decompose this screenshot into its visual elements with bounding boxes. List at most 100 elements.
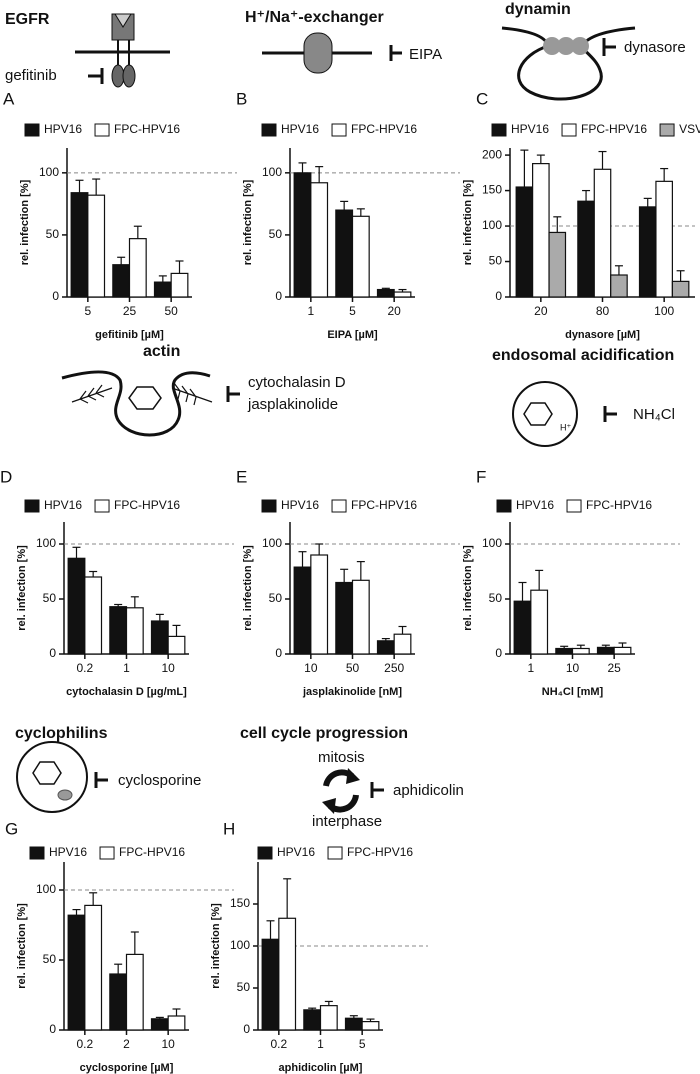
chart-panel: H HPV16 FPC-HPV16 0 50 100 150 rel. infection [… — [210, 819, 428, 1074]
dynamin-unit — [543, 37, 561, 55]
y-tick-label: 150 — [482, 183, 502, 197]
legend-swatch — [327, 846, 343, 860]
x-tick-label: 20 — [534, 304, 548, 318]
bar — [87, 194, 106, 298]
x-tick-label: 1 — [317, 1037, 324, 1051]
legend-label: HPV16 — [49, 845, 87, 859]
x-tick-label: 10 — [566, 661, 580, 675]
legend-swatch — [261, 499, 277, 513]
y-tick-label: 100 — [36, 882, 56, 896]
legend-swatch — [24, 123, 40, 137]
x-axis-label: cytochalasin D [µg/mL] — [66, 686, 187, 698]
legend-swatch — [257, 846, 273, 860]
bar — [548, 231, 567, 298]
inhibition-symbol — [88, 68, 104, 84]
kinase — [122, 64, 136, 88]
dynamin-diagram: dynamin dynasore — [501, 1, 686, 101]
bar — [84, 904, 103, 1031]
panel-label: C — [476, 89, 488, 108]
y-tick-label: 50 — [46, 227, 60, 241]
bar — [310, 182, 329, 298]
y-axis-label: rel. infection [%] — [462, 179, 474, 265]
y-tick-label: 50 — [489, 591, 503, 605]
legend-label: FPC-HPV16 — [119, 845, 185, 859]
legend-swatch — [99, 846, 115, 860]
legend-label: FPC-HPV16 — [347, 845, 413, 859]
inhibitor: aphidicolin — [393, 782, 464, 799]
bar — [150, 620, 169, 655]
y-tick-label: 0 — [49, 646, 56, 660]
x-tick-label: 5 — [84, 304, 91, 318]
legend-swatch — [659, 123, 675, 137]
x-tick-label: 20 — [387, 304, 401, 318]
bar — [532, 163, 550, 298]
y-tick-label: 100 — [482, 536, 502, 550]
x-axis-label: EIPA [µM] — [327, 329, 378, 341]
bar — [610, 274, 628, 298]
x-tick-label: 2 — [123, 1037, 130, 1051]
bar — [125, 953, 144, 1031]
bar — [170, 272, 189, 298]
bar — [596, 646, 615, 655]
actin-filament — [71, 384, 113, 404]
y-tick-label: 0 — [495, 289, 502, 303]
endosome-diagram: endosomal acidification H⁺ NH₄Cl — [492, 347, 675, 447]
legend-swatch — [496, 499, 512, 513]
legend-label: FPC-HPV16 — [581, 122, 647, 136]
bar — [84, 576, 103, 655]
diagram-title: H⁺/Na⁺-exchanger — [245, 9, 384, 26]
phase: mitosis — [318, 749, 365, 766]
y-tick-label: 100 — [262, 165, 282, 179]
y-tick-label: 100 — [262, 536, 282, 550]
y-tick-label: 50 — [237, 980, 251, 994]
kinase — [111, 64, 125, 88]
bar — [70, 192, 89, 298]
bar — [128, 238, 147, 298]
bar — [530, 589, 549, 655]
bar — [335, 581, 354, 655]
x-axis-label: jasplakinolide [nM] — [302, 686, 402, 698]
legend-label: HPV16 — [44, 122, 82, 136]
bar — [638, 206, 657, 298]
virus — [32, 761, 62, 785]
diagram-title: cell cycle progression — [240, 725, 408, 742]
bar — [361, 1020, 380, 1031]
ligand — [114, 13, 132, 28]
bar — [593, 168, 612, 298]
bar — [125, 607, 144, 655]
chart-panel: F HPV16 FPC-HPV16 0 50 100 rel. infection [%] N… — [462, 467, 680, 698]
inhibitor: NH₄Cl — [633, 406, 675, 423]
y-axis-label: rel. infection [%] — [210, 903, 222, 989]
cellcycle-diagram: cell cycle progression mitosis interphas… — [240, 725, 464, 830]
legend-swatch — [94, 123, 110, 137]
inhibitor: dynasore — [624, 39, 686, 56]
bar — [319, 1005, 338, 1031]
endosome — [512, 381, 578, 447]
bar — [335, 209, 354, 298]
y-axis-label: rel. infection [%] — [242, 179, 254, 265]
panel-label: F — [476, 467, 486, 486]
bar — [109, 973, 128, 1031]
y-tick-label: 150 — [230, 896, 250, 910]
panel-label: B — [236, 89, 247, 108]
bar — [278, 917, 297, 1031]
diagram-title: EGFR — [5, 11, 50, 28]
x-axis-label: dynasore [µM] — [565, 329, 640, 341]
cyclophilin — [57, 789, 73, 801]
legend-label: FPC-HPV16 — [114, 122, 180, 136]
inhibition-symbol — [602, 38, 616, 56]
inhibition-symbol — [94, 772, 108, 788]
bar — [167, 1015, 186, 1031]
x-tick-label: 10 — [161, 661, 175, 675]
chart-panel: E HPV16 FPC-HPV16 0 50 100 rel. infection [%] j… — [236, 467, 460, 698]
y-axis-label: rel. infection [%] — [462, 545, 474, 631]
bar — [67, 557, 86, 655]
panel-label: D — [0, 467, 12, 486]
legend-swatch — [29, 846, 45, 860]
legend-swatch — [94, 499, 110, 513]
y-tick-label: 50 — [269, 227, 283, 241]
x-tick-label: 0.2 — [76, 1037, 93, 1051]
legend-label: HPV16 — [281, 498, 319, 512]
bar — [571, 647, 590, 655]
